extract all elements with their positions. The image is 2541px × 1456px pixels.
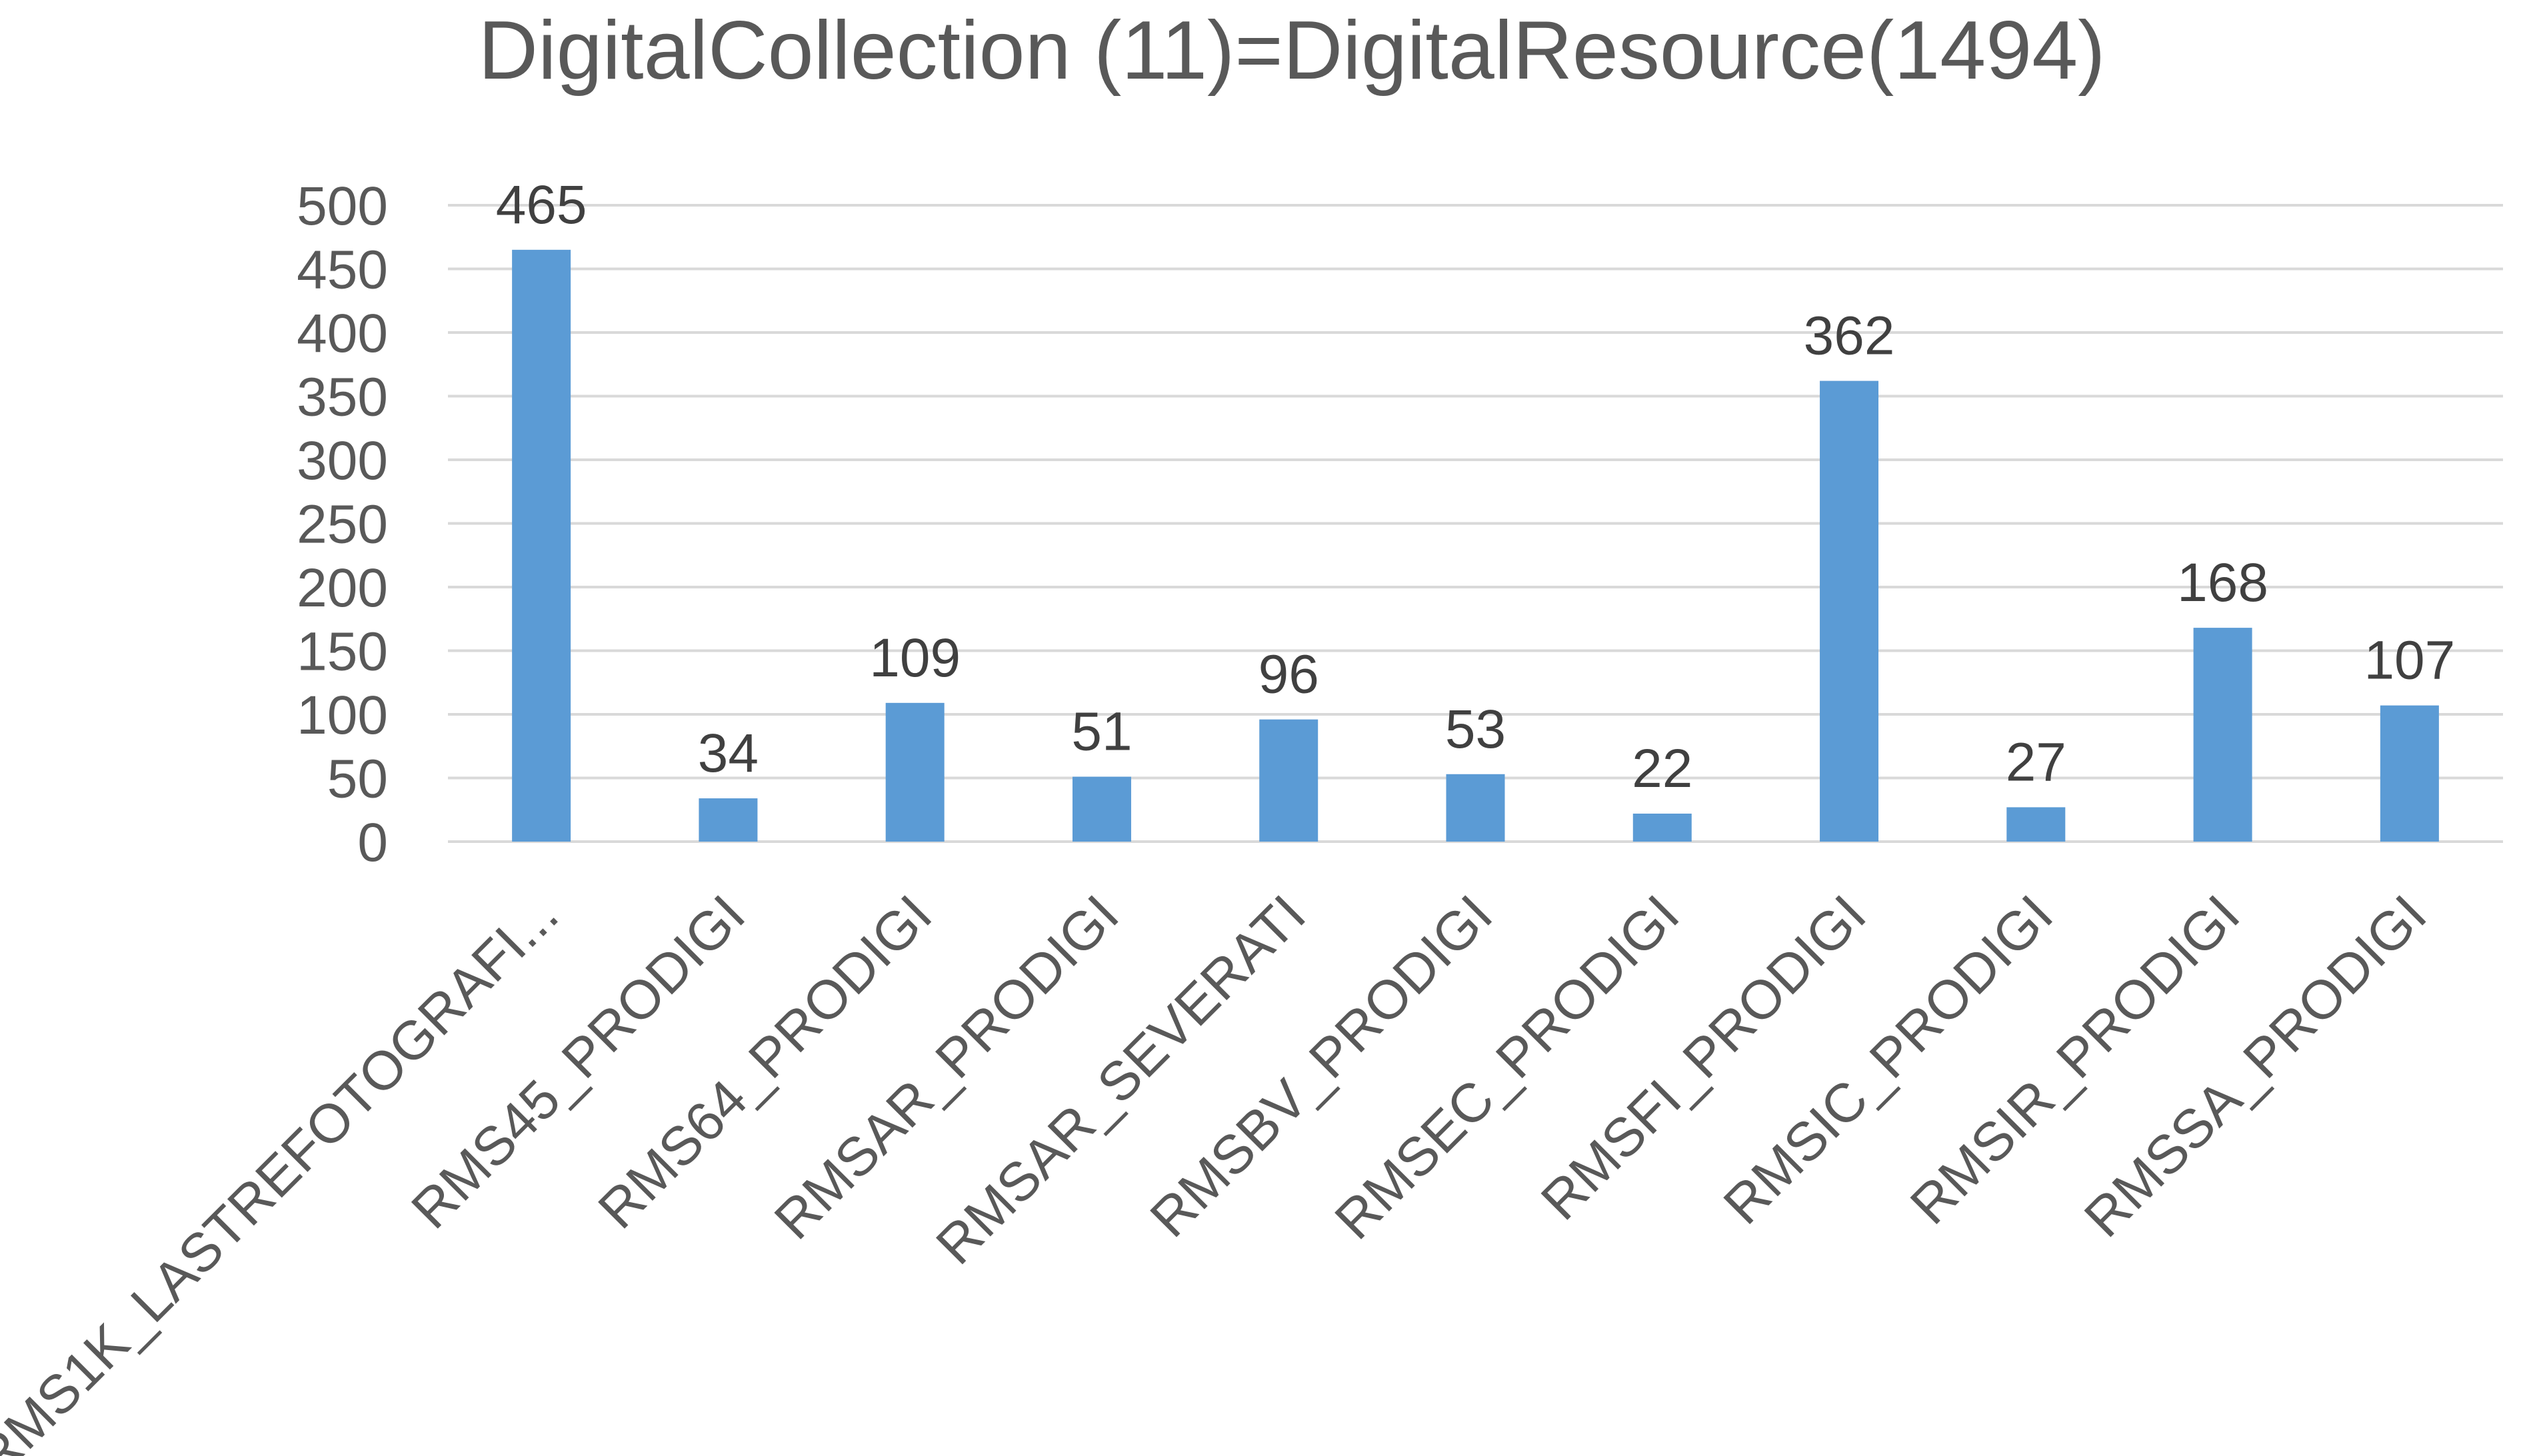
bar xyxy=(699,798,758,842)
bar xyxy=(512,249,571,842)
data-labels: 465 34 109 51 96 53 22 362 27 168 107 xyxy=(496,175,2456,799)
data-label: 465 xyxy=(496,175,587,235)
bar xyxy=(1259,719,1318,842)
bars xyxy=(512,249,2439,842)
bar xyxy=(1820,380,1879,842)
data-label: 96 xyxy=(1259,644,1319,705)
bar xyxy=(2380,705,2439,842)
chart-title: DigitalCollection (11)=DigitalResource(1… xyxy=(479,5,2106,97)
x-tick-label: RMSBV_PRODIGI xyxy=(1139,884,1504,1249)
gridlines xyxy=(448,204,2503,843)
x-axis-category-labels: RMS1K_LASTREFOTOGRAFI...RMS45_PRODIGIRMS… xyxy=(0,884,2438,1456)
x-tick-label: RMSIR_PRODIGI xyxy=(1899,884,2251,1235)
data-label: 34 xyxy=(698,723,759,784)
bar xyxy=(2193,628,2252,842)
y-tick-label: 150 xyxy=(297,622,388,682)
bar xyxy=(1446,774,1505,842)
bar xyxy=(885,702,945,842)
bar xyxy=(2006,807,2066,842)
data-label: 168 xyxy=(2177,552,2268,613)
x-tick-label: RMSAR_PRODIGI xyxy=(763,884,1131,1251)
y-tick-label: 100 xyxy=(297,685,388,746)
data-label: 27 xyxy=(2006,732,2066,792)
x-tick-label: RMS64_PRODIGI xyxy=(587,884,944,1240)
y-tick-label: 350 xyxy=(297,367,388,428)
y-tick-label: 500 xyxy=(297,176,388,237)
data-label: 53 xyxy=(1445,699,1506,760)
y-tick-label: 0 xyxy=(357,812,388,873)
x-tick-label: RMSFI_PRODIGI xyxy=(1530,884,1878,1231)
y-tick-label: 450 xyxy=(297,240,388,301)
data-label: 107 xyxy=(2364,630,2455,691)
y-tick-label: 250 xyxy=(297,494,388,555)
bar xyxy=(1072,776,1131,842)
x-tick-label: RMSAR_SEVERATI xyxy=(925,884,1316,1275)
y-tick-label: 200 xyxy=(297,558,388,618)
x-tick-label: RMS45_PRODIGI xyxy=(400,884,757,1240)
x-tick-label: RMSIC_PRODIGI xyxy=(1712,884,2064,1235)
x-tick-label: RMSSA_PRODIGI xyxy=(2073,884,2438,1249)
data-label: 362 xyxy=(1804,306,1895,366)
x-tick-label: RMSEC_PRODIGI xyxy=(1324,884,1691,1251)
data-label: 109 xyxy=(869,628,961,688)
bar xyxy=(1632,813,1692,842)
data-label: 22 xyxy=(1632,738,1692,799)
y-tick-label: 300 xyxy=(297,430,388,491)
y-tick-label: 50 xyxy=(327,749,388,810)
data-label: 51 xyxy=(1071,702,1132,762)
y-tick-label: 400 xyxy=(297,303,388,364)
